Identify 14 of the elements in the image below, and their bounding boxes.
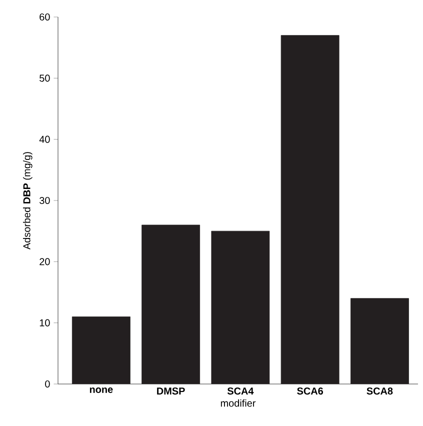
y-tick-label: 50 [40,74,50,82]
x-axis-title: modifier [220,399,256,407]
x-tick-label: none [90,388,113,393]
x-tick-label: DMSP [157,388,185,395]
y-axis-title: Adsorbed DBP (mg/g) [23,152,32,250]
y-tick-label: 40 [39,136,50,143]
y-tick-label: 20 [40,258,50,266]
x-tick-label: SCA6 [297,388,324,395]
y-tick-label: 60 [40,13,50,21]
y-tick-label: 10 [40,319,50,326]
x-tick-label: SCA4 [227,388,254,395]
x-tick-label: SCA8 [366,388,393,395]
y-tick-label: 30 [40,196,50,204]
y-tick-label: 0 [45,380,50,388]
